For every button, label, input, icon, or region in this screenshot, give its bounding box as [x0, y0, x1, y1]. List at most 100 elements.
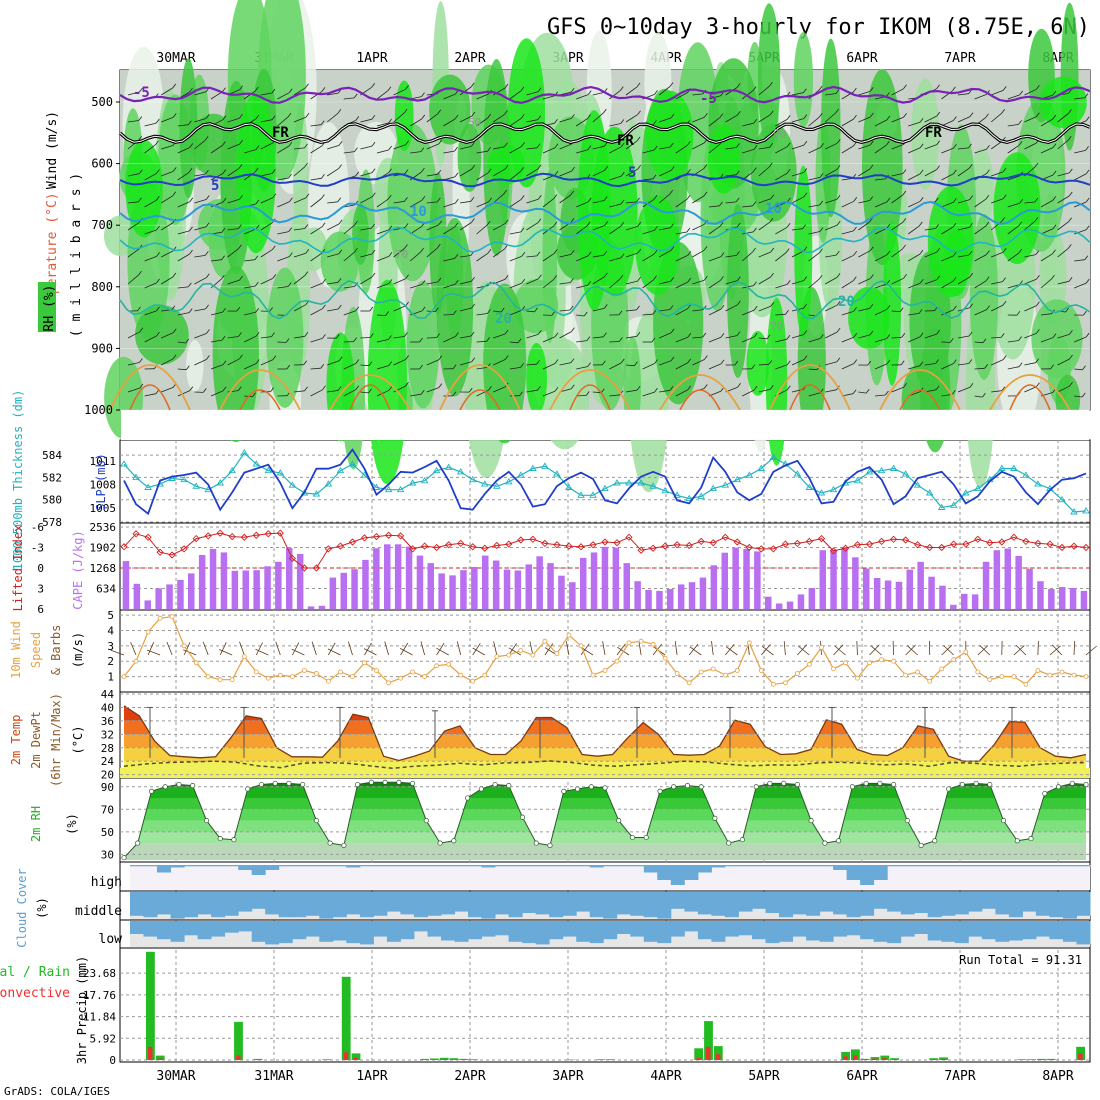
wind-barb — [327, 253, 340, 258]
wind-barb — [327, 360, 340, 366]
wind-barb — [908, 313, 920, 316]
wind-barb-flag — [553, 221, 558, 227]
wind-barb-flag — [371, 223, 375, 229]
lifted-index-point — [721, 533, 729, 541]
wind-barb — [1007, 144, 1020, 154]
wind-barb-flag — [968, 250, 973, 256]
cloud-cell — [211, 865, 226, 867]
wind-barb-flag — [803, 303, 807, 309]
wind-barb-flag — [968, 331, 973, 337]
wind-barb — [459, 200, 471, 204]
wind-barb-flag — [703, 275, 708, 281]
thickness-point — [312, 490, 321, 497]
rh-region — [635, 195, 680, 295]
wind-barb — [758, 337, 768, 340]
lifted-index-point — [661, 542, 669, 550]
wind-barb-flag — [619, 86, 624, 91]
wind-barb — [609, 203, 622, 208]
wind-barb-flag — [670, 166, 675, 171]
wind-barb — [758, 85, 770, 96]
precip-total-bar — [439, 1057, 449, 1060]
wind10-barb — [456, 641, 462, 656]
wind-barb-flag — [236, 306, 241, 312]
wind-barb-flag — [637, 164, 642, 170]
lifted-index-point — [1046, 540, 1054, 548]
cloud-cell — [386, 921, 401, 942]
wind-barb — [277, 116, 289, 127]
wind10-barb — [110, 649, 125, 656]
wind-barb — [243, 171, 256, 181]
wind10-speed-point — [133, 658, 139, 664]
wind-barb — [260, 92, 272, 96]
wind-barb-flag — [188, 168, 193, 173]
wind-barb-flag — [520, 363, 524, 368]
wind-barb — [127, 173, 140, 177]
wind-barb — [360, 391, 369, 394]
wind-barb — [343, 310, 356, 316]
lifted-index-line — [123, 532, 1087, 569]
cloud-cell — [616, 921, 631, 934]
wind10-speed-point — [193, 660, 199, 666]
wind-barb — [841, 363, 854, 370]
wind-barb-flag — [886, 223, 891, 229]
wind-barb-flag — [704, 112, 708, 118]
cape-bar — [928, 576, 935, 609]
wind-barb — [360, 145, 373, 150]
wind10-barb — [711, 641, 714, 656]
wind-barb — [244, 311, 256, 316]
wind10-barb — [905, 644, 916, 656]
wind-barb-flag — [652, 309, 657, 315]
wind-barb — [360, 172, 373, 177]
wind-barb — [492, 114, 505, 123]
wind-barb-flag — [288, 227, 293, 232]
rh-contour-label: 90 — [773, 127, 786, 140]
wind-barb-flag — [468, 387, 473, 393]
wind-barb — [492, 193, 504, 204]
lifted-index-label: Lifted Index — [11, 525, 25, 612]
wind-barb — [260, 222, 273, 231]
wind-barb — [659, 170, 672, 177]
rh-region — [577, 110, 611, 311]
precip-convective-bar — [931, 1059, 936, 1060]
frame-slp — [119, 439, 1091, 524]
wind-barb-flag — [637, 110, 641, 115]
rh-point — [657, 788, 663, 794]
wind-barb — [741, 251, 753, 262]
wind-barb-flag — [586, 336, 591, 341]
wind-barb — [127, 274, 139, 285]
precip-total-bar — [860, 1058, 870, 1060]
precip-total-bar — [146, 951, 155, 1060]
wind-barb — [808, 147, 821, 154]
wind-barb — [891, 173, 904, 177]
wind-barb-flag — [1069, 381, 1073, 387]
wind-barb-flag — [870, 274, 874, 279]
wind-barb-flag — [403, 108, 408, 114]
cape-bar — [895, 581, 903, 609]
wind-barb — [974, 341, 984, 344]
wind-barb-flag — [239, 85, 243, 91]
wind-barb-flag — [1019, 90, 1024, 96]
wind-barb — [559, 170, 572, 177]
wind-barb-flag — [272, 193, 277, 198]
lifted-index-point — [673, 541, 681, 549]
wind-barb-flag — [1084, 93, 1089, 98]
precip-total-bar — [341, 976, 351, 1060]
wind10-barb — [1051, 644, 1063, 656]
thickness-point — [962, 489, 970, 496]
lifted-index-point — [637, 546, 645, 554]
wind-barb-flag — [835, 108, 839, 114]
cloud-cell — [887, 865, 902, 867]
wind-barb — [708, 336, 722, 343]
wind-barb-flag — [902, 169, 907, 174]
wind-barb-flag — [953, 305, 957, 311]
lifted-index-point — [733, 538, 741, 546]
wind-barb-flag — [720, 304, 725, 310]
wind-barb — [941, 255, 954, 262]
cloud-cell — [914, 892, 929, 913]
wind-barb — [1024, 220, 1036, 231]
wind-barb — [725, 255, 737, 258]
cape-bar — [612, 547, 620, 609]
cloud-cell — [900, 865, 915, 867]
wind-barb — [592, 254, 604, 258]
thickness-point — [144, 483, 152, 490]
